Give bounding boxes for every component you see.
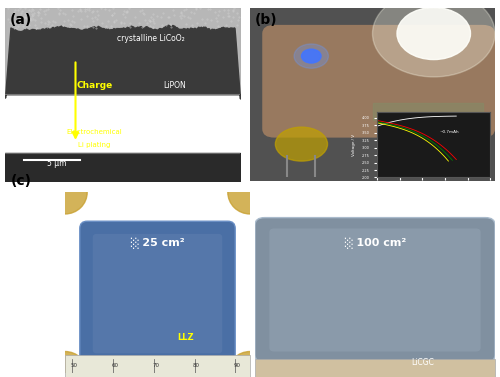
Text: (c): (c) <box>11 174 32 188</box>
Text: ░ 25 cm²: ░ 25 cm² <box>130 237 185 248</box>
Circle shape <box>43 351 87 377</box>
Text: substrate: substrate <box>151 138 188 147</box>
Text: LiPON: LiPON <box>163 81 186 90</box>
Text: (b): (b) <box>255 13 278 27</box>
Circle shape <box>372 0 495 77</box>
Text: (a): (a) <box>10 13 32 27</box>
Text: 90: 90 <box>234 363 240 368</box>
Text: 80: 80 <box>193 363 200 368</box>
Circle shape <box>302 49 321 63</box>
Text: LiCGC: LiCGC <box>412 358 434 367</box>
Text: Li plating: Li plating <box>78 141 110 147</box>
Text: 60: 60 <box>112 363 118 368</box>
Text: crystalline LiCoO₂: crystalline LiCoO₂ <box>117 34 184 43</box>
Text: Electrochemical: Electrochemical <box>66 129 122 135</box>
Text: ░ 100 cm²: ░ 100 cm² <box>344 237 406 248</box>
Text: 50: 50 <box>71 363 78 368</box>
FancyBboxPatch shape <box>255 218 495 362</box>
Bar <box>65 355 250 377</box>
Circle shape <box>276 127 328 161</box>
Circle shape <box>294 44 328 68</box>
Text: ~0.7mAh: ~0.7mAh <box>440 130 459 133</box>
Text: Charge: Charge <box>76 81 112 90</box>
Circle shape <box>228 351 272 377</box>
FancyBboxPatch shape <box>93 234 222 353</box>
FancyBboxPatch shape <box>80 221 235 366</box>
Circle shape <box>43 170 87 214</box>
Circle shape <box>397 8 470 60</box>
Text: 5 μm: 5 μm <box>47 159 66 168</box>
Y-axis label: Voltage / V: Voltage / V <box>352 133 356 156</box>
FancyBboxPatch shape <box>270 228 480 351</box>
Text: 70: 70 <box>152 363 159 368</box>
Bar <box>255 359 495 377</box>
X-axis label: Capacity / mAh: Capacity / mAh <box>418 195 450 199</box>
FancyBboxPatch shape <box>262 25 495 138</box>
Circle shape <box>228 170 272 214</box>
Text: LLZ: LLZ <box>177 333 194 342</box>
